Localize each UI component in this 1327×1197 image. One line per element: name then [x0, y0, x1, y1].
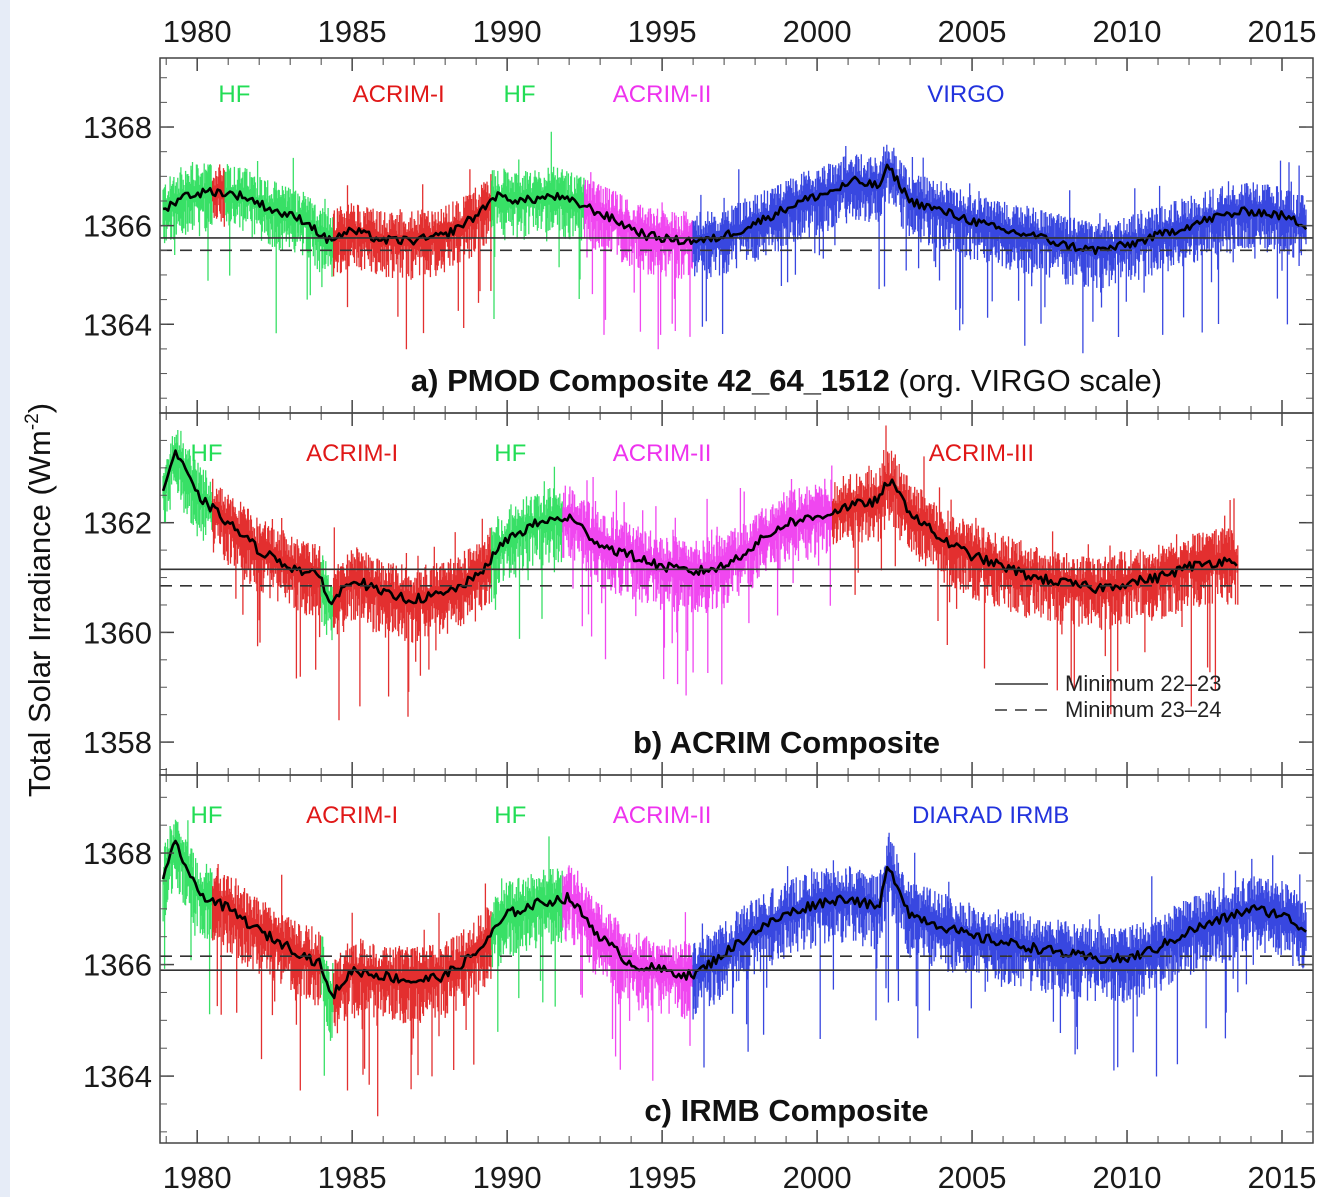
panel-3-data-segment-3	[320, 936, 334, 1076]
x-tick-label-bottom-2: 1985	[318, 1160, 387, 1195]
x-tick-label-bottom-4: 1995	[628, 1160, 697, 1195]
y-axis-label: Total Solar Irradiance (Wm-2)	[22, 403, 57, 797]
x-tick-label-top-5: 2000	[783, 14, 852, 49]
y-axis-label-end: )	[22, 403, 57, 413]
x-tick-label-bottom-8: 2015	[1248, 1160, 1317, 1195]
panel-3-ytick-label: 1364	[83, 1059, 152, 1094]
panel-1-instrument-label-4: ACRIM-II	[613, 81, 712, 108]
panel-2-instrument-label-1: HF	[190, 440, 222, 467]
panel-2-title-main: b) ACRIM Composite	[633, 725, 940, 760]
panel-1-data-segment-5	[332, 169, 492, 350]
panel-2-composite-line	[161, 449, 1238, 606]
y-axis-label-text: Total Solar Irradiance (Wm	[22, 430, 57, 797]
tsi-chart: Total Solar Irradiance (Wm-2) 1364136613…	[22, 14, 1316, 1195]
x-tick-label-top-3: 1990	[473, 14, 542, 49]
panel-3-title: c) IRMB Composite	[644, 1093, 928, 1128]
panel-3-data-segment-2	[212, 864, 322, 1091]
panel-3-ytick-label: 1366	[83, 948, 152, 983]
panel-1-title-suffix: (org. VIRGO scale)	[890, 363, 1162, 398]
panel-3-data-segment-7	[692, 832, 1307, 1077]
panel-1-title-main: a) PMOD Composite 42_64_1512	[411, 363, 890, 398]
panel-3-instrument-label-4: ACRIM-II	[613, 802, 712, 829]
x-tick-label-top-6: 2005	[938, 14, 1007, 49]
x-tick-label-top-2: 1985	[318, 14, 387, 49]
panel-1-data-segment-8	[692, 144, 1307, 354]
panel-1-data-segment-6	[490, 131, 585, 319]
panel-1-instrument-label-5: VIRGO	[927, 81, 1004, 108]
panel-1-instrument-label-1: HF	[218, 81, 250, 108]
x-tick-label-top-1: 1980	[163, 14, 232, 49]
x-tick-label-bottom-5: 2000	[783, 1160, 852, 1195]
panel-3-data-segment-5	[490, 836, 563, 1032]
y-axis-label-superscript: -2	[22, 413, 43, 430]
panel-3-instrument-label-1: HF	[190, 802, 222, 829]
panel-2-data-segment-6	[562, 465, 833, 696]
panel-1-instrument-label-3: HF	[504, 81, 536, 108]
panels-group: 1364 1366 1368 HF ACRIM-I HF ACRIM-II VIRGO a) P…	[83, 14, 1316, 1195]
panel-1-title: a) PMOD Composite 42_64_1512 (org. VIRGO…	[411, 363, 1162, 398]
panel-2-title: b) ACRIM Composite	[633, 725, 940, 760]
tsi-composite-figure: Total Solar Irradiance (Wm-2) 1364 1366 13…	[10, 0, 1327, 1197]
panel-1-data-segment-3	[224, 157, 322, 334]
panel-3-data-segment-4	[332, 883, 492, 1117]
panel-2-ytick-label: 1360	[83, 615, 152, 650]
panel-1-instrument-label-2: ACRIM-I	[353, 81, 445, 108]
panel-1: 1364 1366 1368 HF ACRIM-I HF ACRIM-II VIRGO a) P…	[83, 57, 1314, 414]
panel-1-data-segment-1	[162, 162, 213, 281]
x-tick-label-top-4: 1995	[628, 14, 697, 49]
panel-1-ytick-label: 1364	[83, 307, 152, 342]
x-tick-label-bottom-3: 1990	[473, 1160, 542, 1195]
panel-2-ytick-label: 1358	[83, 725, 152, 760]
x-tick-label-top-8: 2015	[1248, 14, 1317, 49]
x-tick-label-bottom-7: 2010	[1093, 1160, 1162, 1195]
panel-1-composite-line	[162, 163, 1308, 256]
panel-3-instrument-label-5: DIARAD IRMB	[912, 802, 1069, 829]
panel-1-ytick-label: 1368	[83, 110, 152, 145]
legend-entry-2: Minimum 23–24	[1065, 697, 1222, 722]
legend-entry-1: Minimum 22–23	[1065, 671, 1222, 696]
panel-1-data-segment-7	[583, 172, 693, 350]
panel-3-composite-line	[161, 839, 1307, 1000]
panel-2-instrument-label-4: ACRIM-II	[613, 440, 712, 467]
x-tick-label-bottom-6: 2005	[938, 1160, 1007, 1195]
panel-2-data-segment-2	[212, 478, 322, 679]
panel-2-instrument-label-2: ACRIM-I	[306, 440, 398, 467]
panel-2-instrument-label-3: HF	[494, 440, 526, 467]
x-tick-label-bottom-1: 1980	[163, 1160, 232, 1195]
panel-3-ytick-label: 1368	[83, 836, 152, 871]
panel-3-instrument-label-3: HF	[494, 802, 526, 829]
panel-3: 1364 1366 1368 HF ACRIM-I HF ACRIM-II DIARAD IR…	[83, 774, 1314, 1144]
panel-2-data-segment-5	[490, 466, 563, 639]
panel-3-frame	[159, 774, 1314, 1144]
panel-1-ytick-label: 1366	[83, 209, 152, 244]
panel-3-instrument-label-2: ACRIM-I	[306, 802, 398, 829]
panel-3-title-main: c) IRMB Composite	[644, 1093, 928, 1128]
x-tick-label-top-7: 2010	[1093, 14, 1162, 49]
panel-2-ytick-label: 1362	[83, 506, 152, 541]
panel-2-instrument-label-5: ACRIM-III	[929, 440, 1034, 467]
panel-2-data-segment-4	[332, 518, 492, 721]
